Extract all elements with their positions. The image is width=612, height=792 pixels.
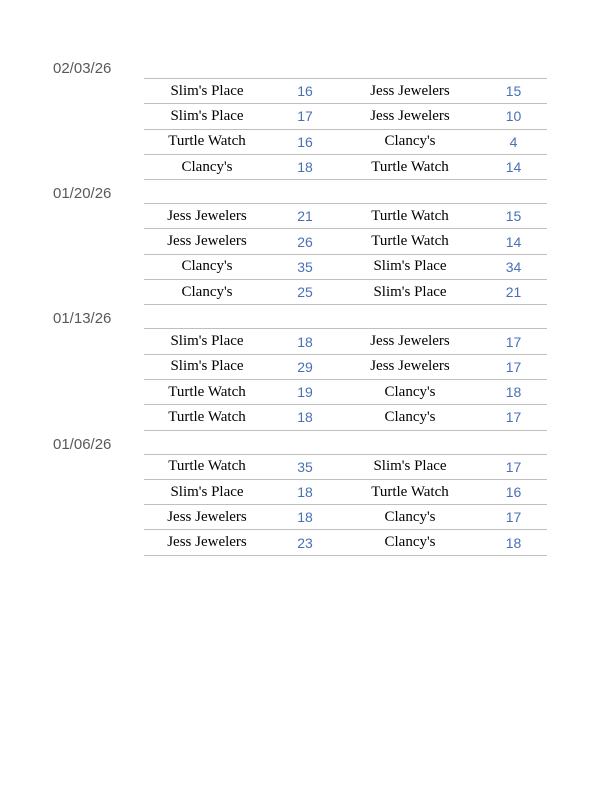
- date-section: 01/06/26 Turtle Watch 35 Slim's Place 17…: [0, 437, 612, 556]
- away-score: 14: [505, 159, 522, 176]
- away-team: Jess Jewelers: [370, 358, 450, 375]
- away-score: 17: [505, 333, 522, 350]
- home-score: 16: [297, 83, 313, 100]
- home-score: 18: [297, 333, 313, 350]
- away-team: Clancy's: [384, 534, 436, 551]
- away-score: 4: [509, 133, 518, 150]
- away-team: Clancy's: [384, 408, 436, 425]
- away-team: Turtle Watch: [371, 207, 449, 224]
- away-team: Slim's Place: [373, 283, 447, 300]
- game-row: Clancy's 18 Turtle Watch 14: [144, 153, 547, 179]
- home-team: Turtle Watch: [168, 133, 246, 150]
- games-table: Slim's Place 16 Jess Jewelers 15 Slim's …: [144, 78, 547, 181]
- section-date: 01/20/26: [53, 185, 112, 203]
- date-section: 01/20/26 Jess Jewelers 21 Turtle Watch 1…: [0, 185, 612, 306]
- home-score: 16: [297, 133, 313, 150]
- away-team: Jess Jewelers: [370, 107, 450, 124]
- home-score: 25: [297, 284, 313, 301]
- date-section: 01/13/26 Slim's Place 18 Jess Jewelers 1…: [0, 310, 612, 431]
- away-score: 18: [505, 534, 522, 551]
- away-team: Clancy's: [384, 383, 436, 400]
- away-team: Jess Jewelers: [370, 82, 450, 99]
- home-team: Jess Jewelers: [167, 534, 247, 551]
- home-score: 35: [297, 258, 313, 275]
- home-score: 18: [297, 509, 313, 526]
- away-score: 16: [505, 484, 522, 500]
- home-team: Slim's Place: [170, 107, 244, 124]
- home-score: 29: [297, 358, 313, 375]
- home-score: 17: [297, 108, 313, 125]
- away-team: Slim's Place: [373, 458, 447, 475]
- away-team: Turtle Watch: [371, 233, 449, 250]
- away-score: 15: [505, 208, 522, 225]
- away-score: 21: [505, 284, 522, 301]
- away-score: 17: [505, 509, 522, 526]
- game-row: Turtle Watch 19 Clancy's 18: [144, 378, 547, 404]
- game-row: Jess Jewelers 18 Clancy's 17: [144, 504, 547, 529]
- home-team: Jess Jewelers: [167, 207, 247, 224]
- home-team: Slim's Place: [170, 82, 244, 99]
- away-team: Slim's Place: [373, 258, 447, 275]
- away-score: 15: [505, 83, 522, 100]
- away-score: 17: [505, 409, 522, 426]
- away-team: Jess Jewelers: [370, 333, 450, 350]
- home-team: Jess Jewelers: [167, 233, 247, 250]
- home-score: 18: [297, 484, 313, 500]
- away-score: 14: [505, 233, 522, 250]
- away-score: 17: [505, 458, 522, 475]
- home-team: Turtle Watch: [168, 383, 246, 400]
- game-row: Clancy's 25 Slim's Place 21: [144, 279, 547, 304]
- game-row: Slim's Place 18 Turtle Watch 16: [144, 478, 547, 504]
- away-score: 17: [505, 358, 522, 375]
- home-team: Slim's Place: [170, 358, 244, 375]
- game-row: Slim's Place 17 Jess Jewelers 10: [144, 103, 547, 128]
- home-team: Jess Jewelers: [167, 508, 247, 525]
- home-team: Turtle Watch: [168, 408, 246, 425]
- home-score: 26: [297, 233, 313, 250]
- game-row: Turtle Watch 16 Clancy's 4: [144, 128, 547, 154]
- games-table: Slim's Place 18 Jess Jewelers 17 Slim's …: [144, 328, 547, 431]
- away-score: 18: [505, 384, 522, 401]
- away-score: 34: [505, 258, 522, 275]
- away-team: Clancy's: [384, 508, 436, 525]
- game-row: Clancy's 35 Slim's Place 34: [144, 253, 547, 279]
- section-date: 02/03/26: [53, 60, 112, 77]
- game-row: Slim's Place 29 Jess Jewelers 17: [144, 353, 547, 379]
- home-team: Clancy's: [181, 158, 233, 175]
- home-team: Clancy's: [181, 258, 233, 275]
- home-team: Slim's Place: [170, 483, 244, 500]
- section-date: 01/06/26: [53, 435, 112, 453]
- home-score: 18: [297, 409, 313, 426]
- games-table: Turtle Watch 35 Slim's Place 17 Slim's P…: [144, 453, 547, 556]
- game-row: Jess Jewelers 26 Turtle Watch 14: [144, 228, 547, 253]
- date-section: 02/03/26 Slim's Place 16 Jess Jewelers 1…: [0, 60, 612, 181]
- home-score: 18: [297, 159, 313, 176]
- game-row: Slim's Place 18 Jess Jewelers 17: [144, 328, 547, 353]
- away-team: Turtle Watch: [371, 483, 449, 500]
- game-row: Jess Jewelers 21 Turtle Watch 15: [144, 203, 547, 228]
- away-score: 10: [505, 108, 522, 125]
- game-row: Turtle Watch 35 Slim's Place 17: [144, 453, 547, 479]
- game-row: Slim's Place 16 Jess Jewelers 15: [144, 78, 547, 103]
- home-team: Slim's Place: [170, 333, 244, 350]
- home-score: 21: [297, 208, 313, 225]
- home-score: 35: [297, 458, 313, 475]
- game-row: Jess Jewelers 23 Clancy's 18: [144, 529, 547, 554]
- home-score: 23: [297, 534, 313, 551]
- away-team: Clancy's: [384, 133, 436, 150]
- games-table: Jess Jewelers 21 Turtle Watch 15 Jess Je…: [144, 203, 547, 306]
- home-team: Turtle Watch: [168, 458, 246, 475]
- game-row: Turtle Watch 18 Clancy's 17: [144, 404, 547, 429]
- home-score: 19: [297, 384, 313, 401]
- home-team: Clancy's: [181, 283, 233, 300]
- away-team: Turtle Watch: [371, 158, 449, 175]
- section-date: 01/13/26: [53, 310, 112, 328]
